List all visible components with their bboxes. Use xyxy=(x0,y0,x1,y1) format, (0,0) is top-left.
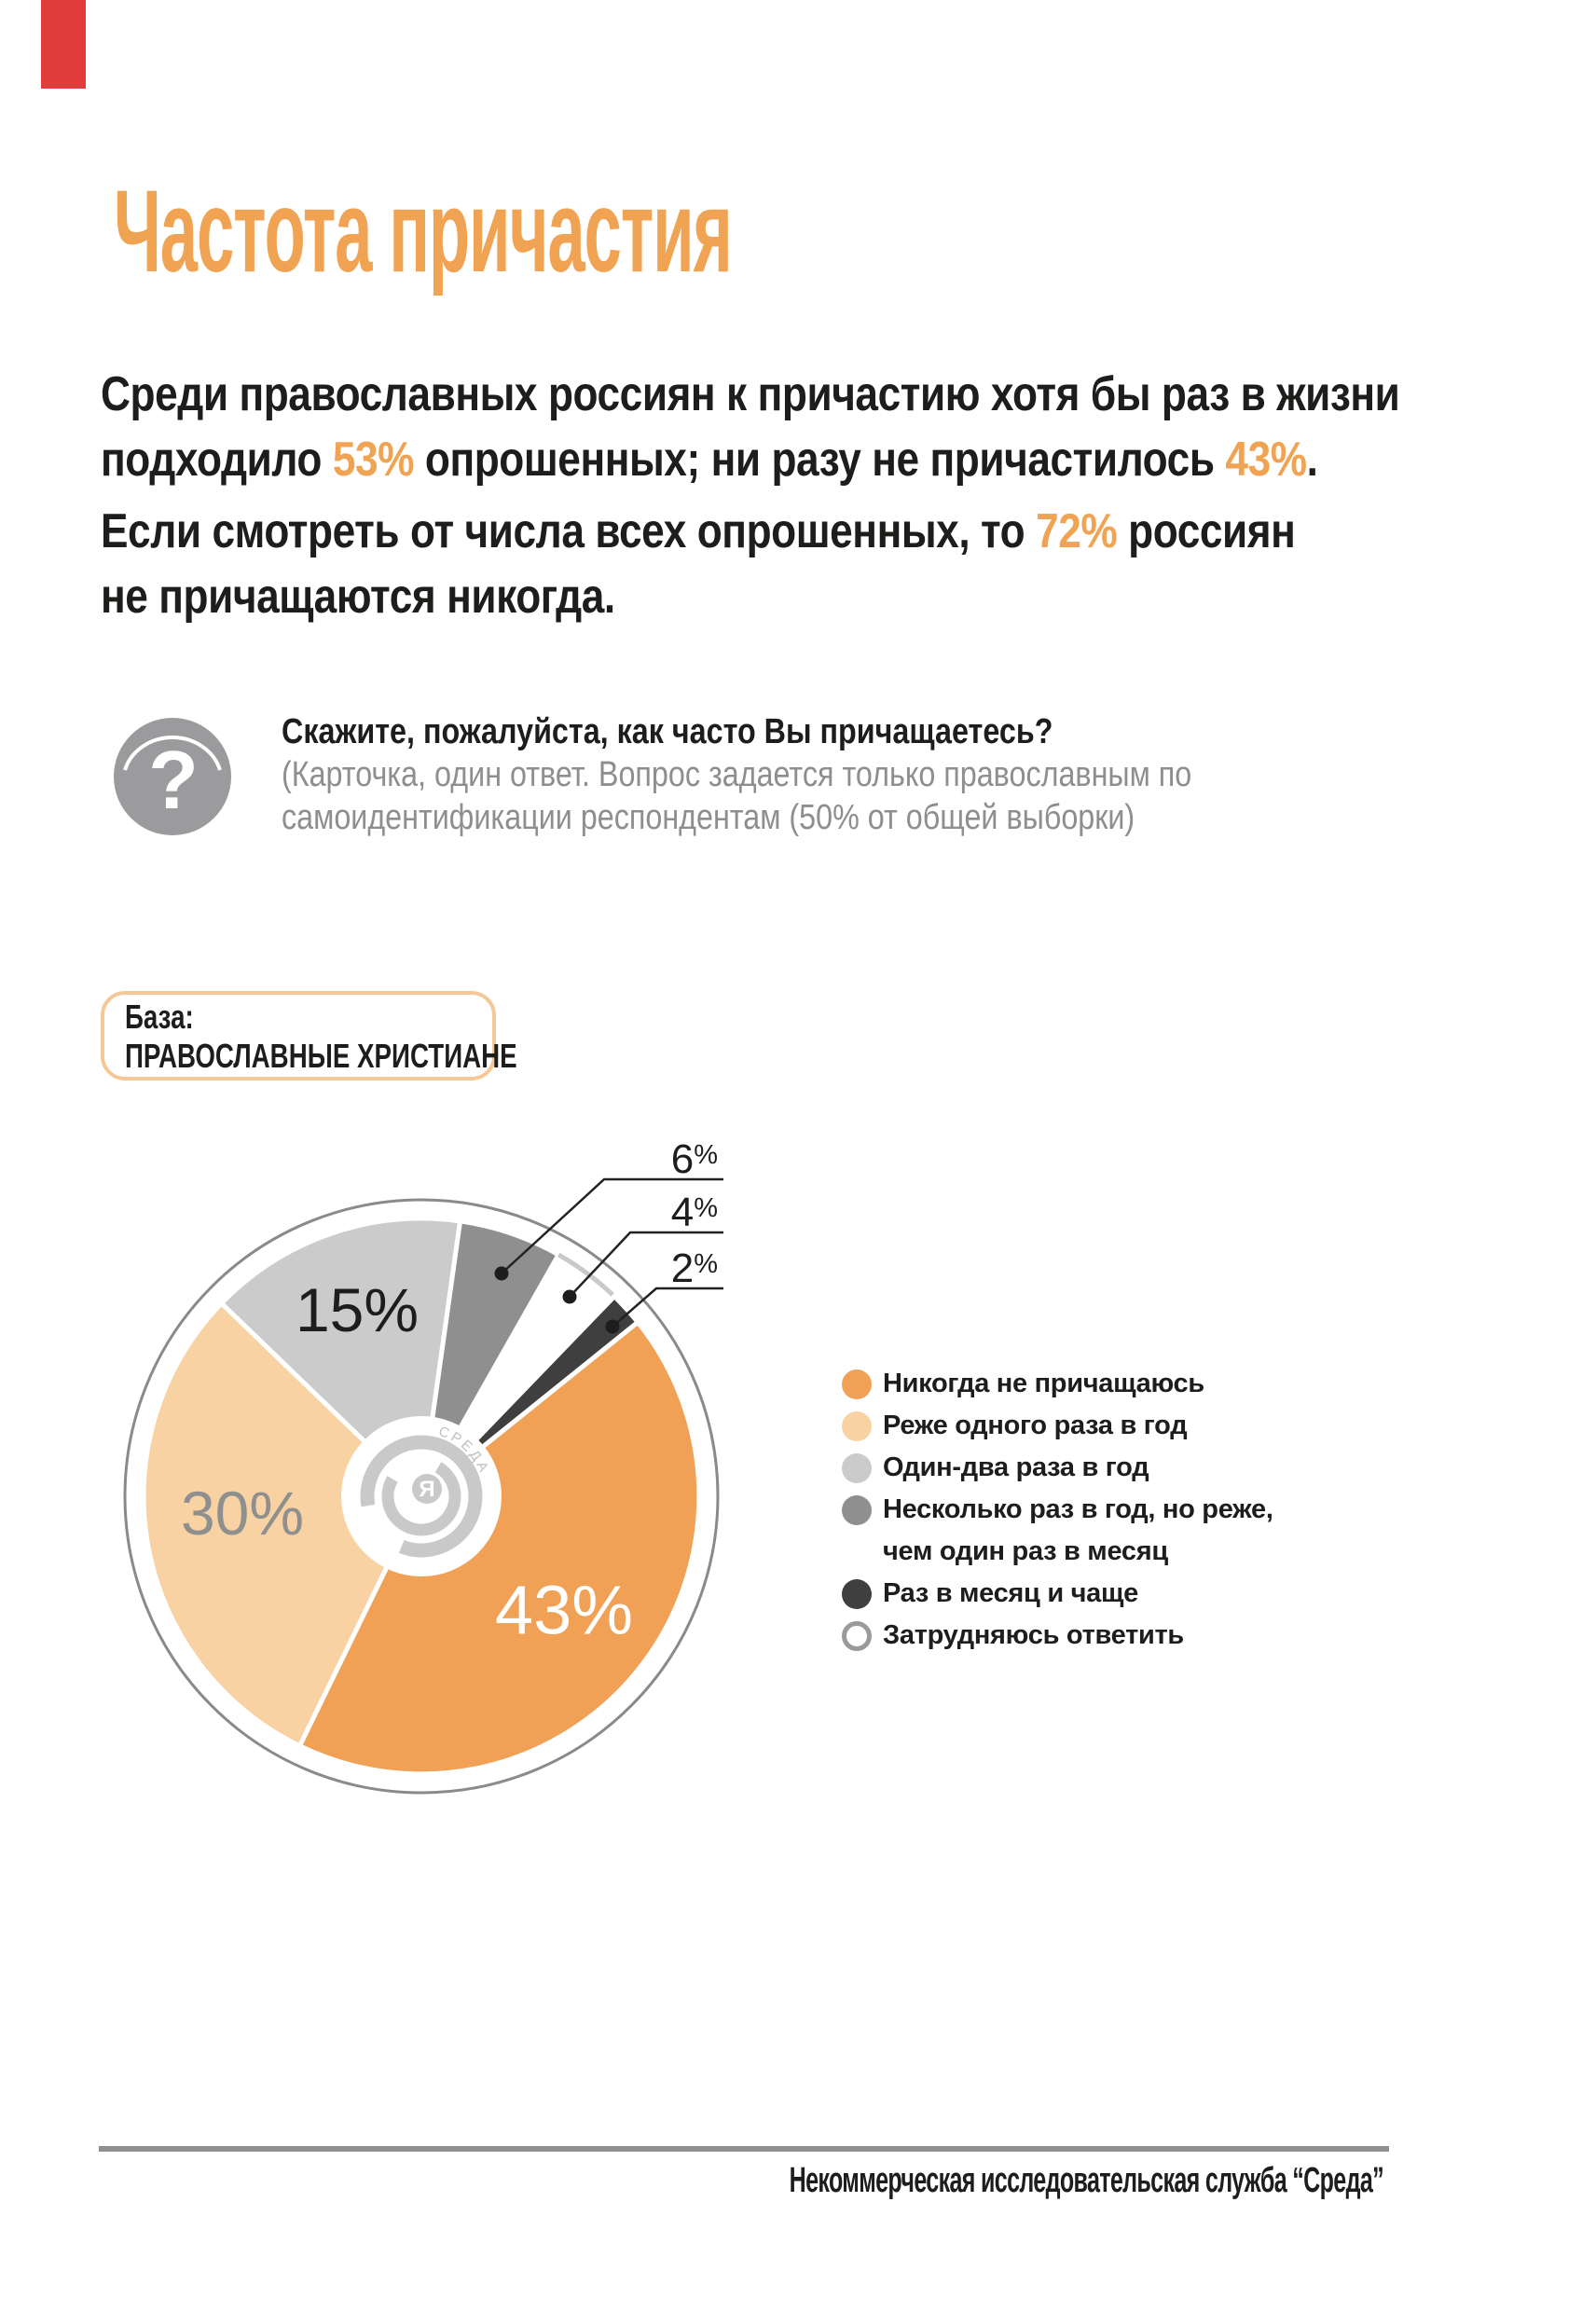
base-value: ПРАВОСЛАВНЫЕ ХРИСТИАНЕ xyxy=(125,1037,517,1075)
pie-value-label-30: 30% xyxy=(181,1479,304,1548)
highlight-percent-43: 43% xyxy=(1225,433,1307,487)
pie-value-label-43: 43% xyxy=(495,1572,633,1649)
callout-line-6 xyxy=(501,1177,723,1274)
legend-swatch xyxy=(842,1411,872,1441)
legend-item-6: Затрудняюсь ответить xyxy=(842,1615,1273,1657)
legend-label: Реже одного раза в год xyxy=(883,1411,1188,1440)
intro-text: Если смотреть от числа всех опрошенных, … xyxy=(101,504,1037,558)
pie-slice-43 xyxy=(296,1318,702,1777)
footer-credit: Некоммерческая исследовательская служба … xyxy=(789,2161,1384,2200)
callout-label-4: 4% xyxy=(671,1190,718,1235)
pie-slice-30 xyxy=(141,1300,425,1750)
legend-item-2: Реже одного раза в год xyxy=(842,1405,1273,1447)
legend-item-3: Один-два раза в год xyxy=(842,1447,1273,1489)
callout-line-2 xyxy=(612,1287,723,1328)
legend-label: Затрудняюсь ответить xyxy=(883,1620,1184,1650)
question-text: Скажите, пожалуйста, как часто Вы причащ… xyxy=(282,712,1053,751)
legend-swatch xyxy=(842,1453,872,1483)
intro-text: . xyxy=(1306,433,1318,487)
question-note-line-2: самоидентификации респондентам (50% от о… xyxy=(282,798,1135,837)
legend-label: Никогда не причащаюсь xyxy=(883,1369,1204,1398)
page-title: Частота причастия xyxy=(114,167,733,296)
callout-label-6: 6% xyxy=(671,1136,718,1182)
callout-line-4 xyxy=(569,1231,723,1298)
highlight-percent-72: 72% xyxy=(1036,504,1118,558)
intro-text: Среди православных россиян к причастию х… xyxy=(101,367,1400,421)
legend-label: Один-два раза в год xyxy=(883,1452,1149,1482)
callout-label-2: 2% xyxy=(671,1245,718,1291)
sreda-logo-letter: Я xyxy=(419,1477,434,1502)
intro-paragraph-2: Если смотреть от числа всех опрошенных, … xyxy=(101,499,1296,629)
question-note-line-1: (Карточка, один ответ. Вопрос задается т… xyxy=(282,755,1192,794)
intro-line-1: Среди православных россиян к причастию х… xyxy=(101,362,1400,427)
base-box xyxy=(101,991,496,1080)
legend-item-1: Никогда не причащаюсь xyxy=(842,1363,1273,1405)
legend-item-4: Несколько раз в год, но реже, чем один р… xyxy=(842,1489,1273,1573)
pie-outer-ring xyxy=(123,1198,720,1795)
legend-swatch xyxy=(842,1579,872,1609)
brand-ribbon xyxy=(41,0,86,89)
intro-line-3: Если смотреть от числа всех опрошенных, … xyxy=(101,499,1296,564)
pie-value-label-15: 15% xyxy=(296,1275,419,1344)
sreda-logo-inner-arc xyxy=(381,1456,461,1536)
chart-legend: Никогда не причащаюсь Реже одного раза в … xyxy=(842,1363,1273,1657)
legend-swatch xyxy=(842,1495,872,1525)
footer-divider xyxy=(99,2146,1389,2152)
svg-text:?: ? xyxy=(148,734,199,826)
highlight-percent-53: 53% xyxy=(332,433,415,487)
intro-text: не причащаются никогда. xyxy=(101,570,615,624)
legend-swatch xyxy=(842,1621,872,1651)
base-label: База: xyxy=(125,998,194,1036)
question-mark-icon: ? xyxy=(114,718,231,835)
legend-item-5: Раз в месяц и чаще xyxy=(842,1573,1273,1615)
intro-text: россиян xyxy=(1117,504,1296,558)
intro-text: опрошенных; ни разу не причастилось xyxy=(414,433,1226,487)
pie-slice-edge xyxy=(557,1252,616,1299)
intro-line-2: подходило 53% опрошенных; ни разу не при… xyxy=(101,427,1399,492)
intro-paragraph-1: Среди православных россиян к причастию х… xyxy=(101,362,1400,492)
callout-dot-6 xyxy=(494,1266,509,1281)
intro-line-4: не причащаются никогда. xyxy=(101,564,1295,629)
callout-dot-2 xyxy=(605,1319,620,1334)
base-box-text: База: ПРАВОСЛАВНЫЕ ХРИСТИАНЕ xyxy=(125,998,517,1076)
intro-text: подходило xyxy=(101,433,333,487)
sreda-logo-blob xyxy=(412,1474,442,1504)
legend-label: Несколько раз в год, но реже, чем один р… xyxy=(883,1494,1273,1566)
legend-swatch xyxy=(842,1369,872,1399)
legend-label: Раз в месяц и чаще xyxy=(883,1578,1138,1608)
question-block: Скажите, пожалуйста, как часто Вы причащ… xyxy=(282,710,1191,839)
callout-dot-4 xyxy=(562,1289,577,1304)
